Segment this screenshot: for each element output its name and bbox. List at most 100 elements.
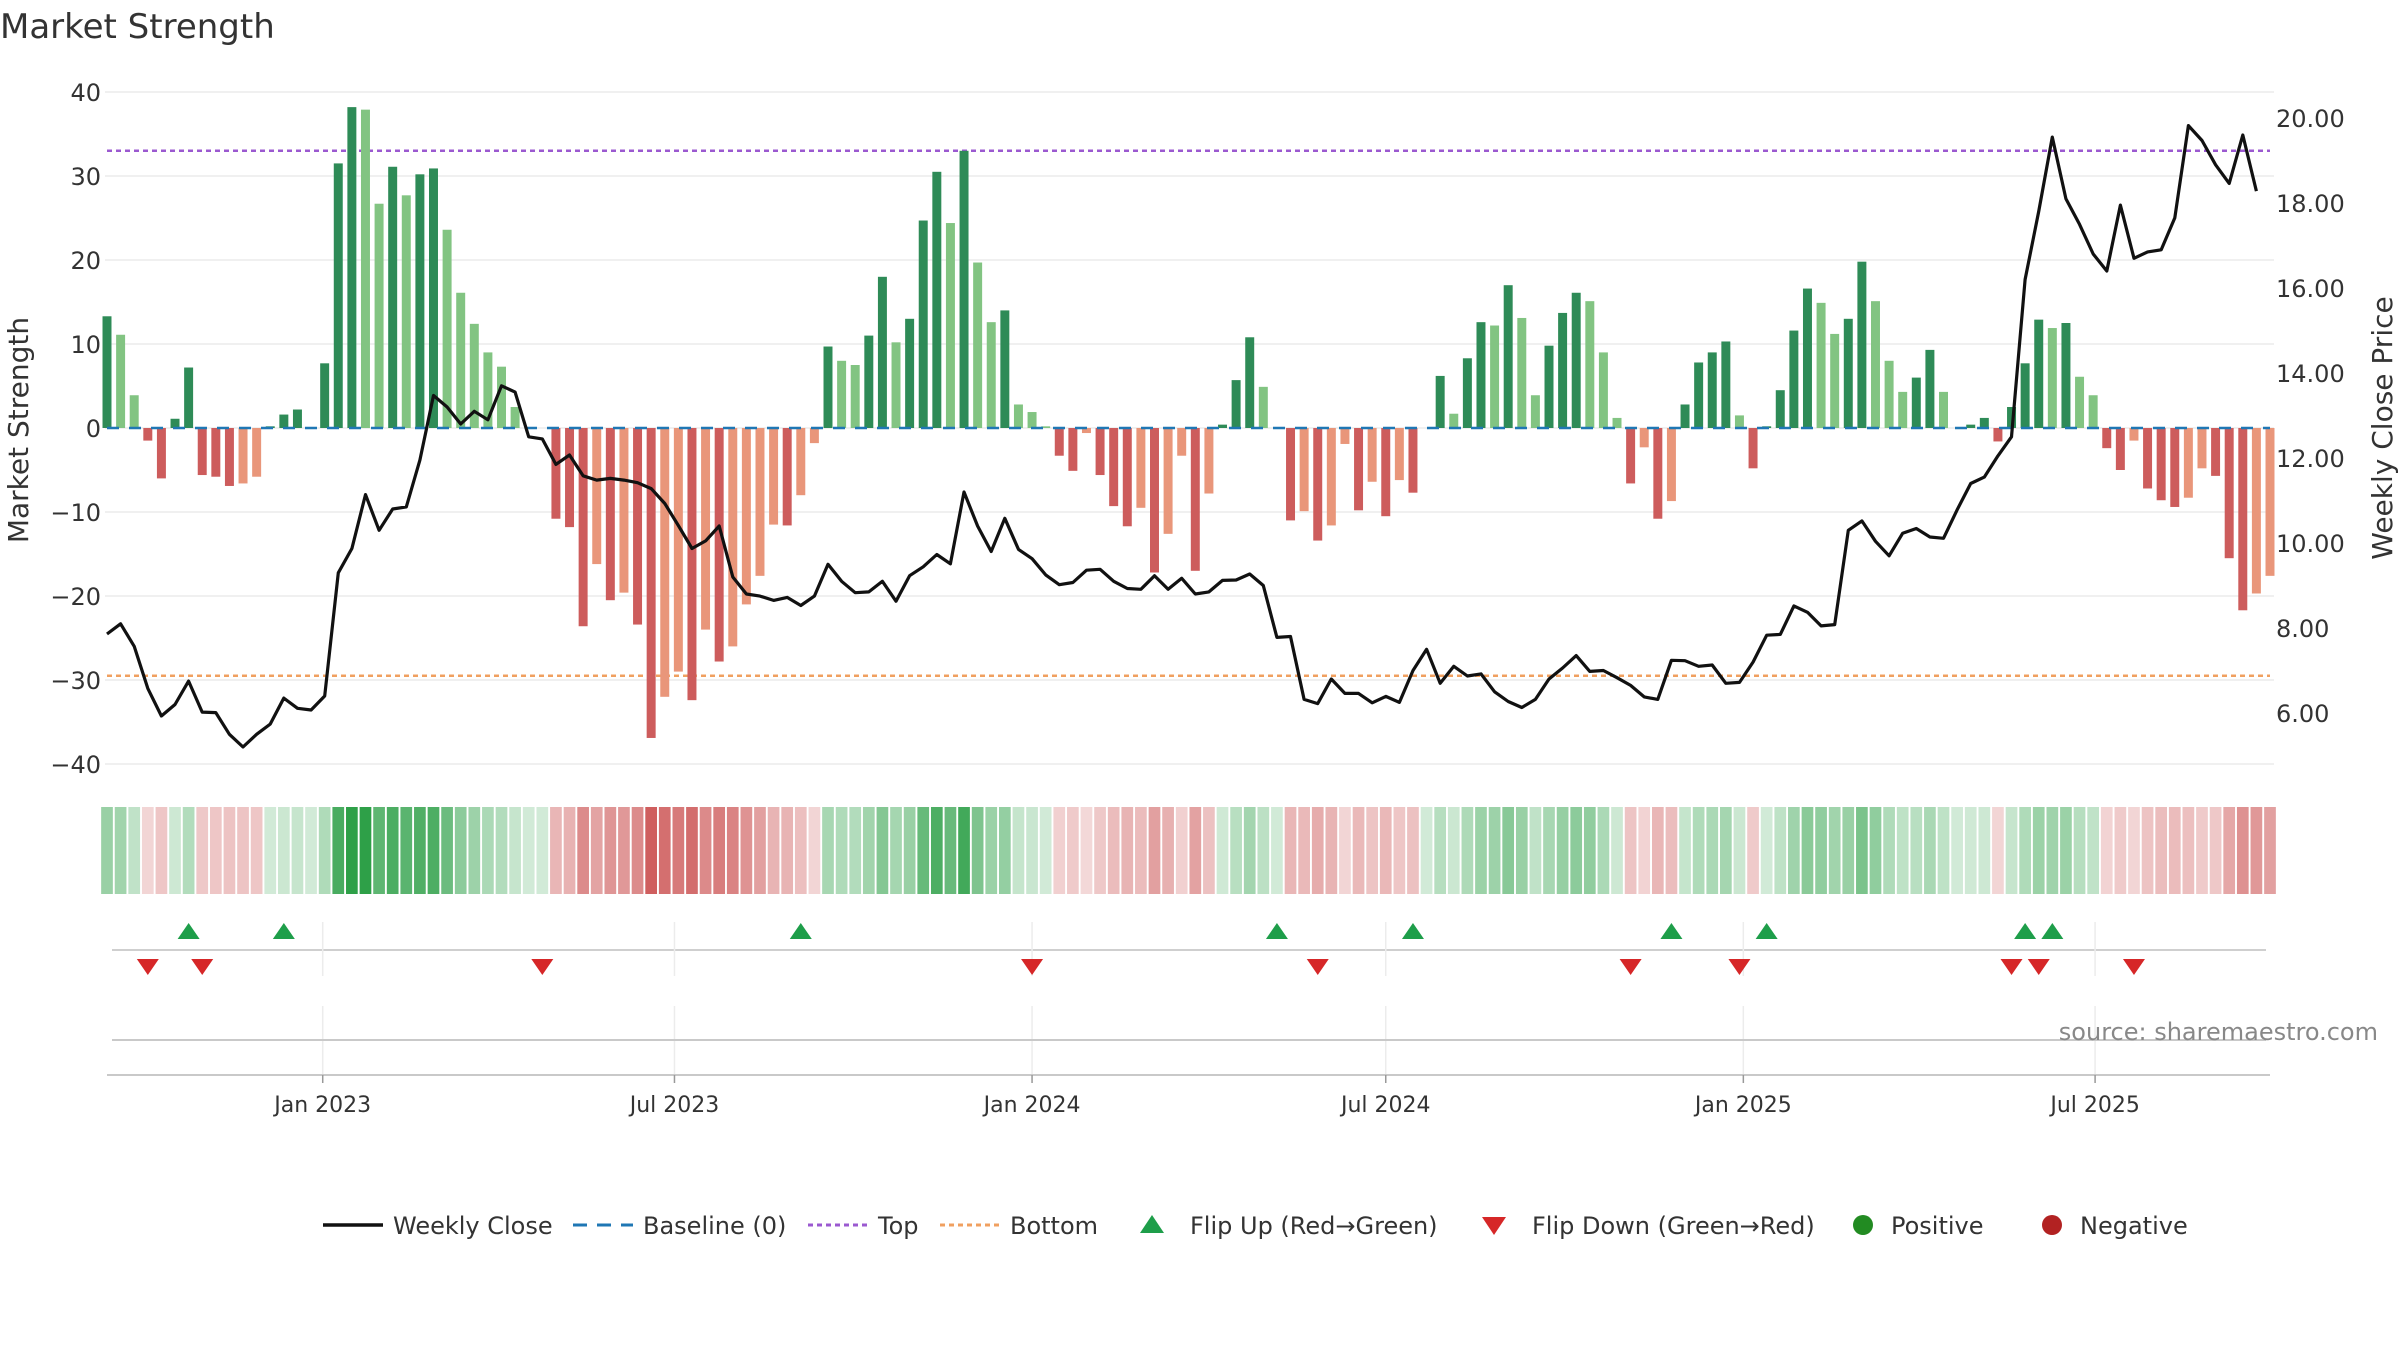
strength-bar xyxy=(415,174,425,428)
flip-up-marker xyxy=(272,923,295,939)
strength-bar xyxy=(1231,380,1241,428)
heat-strip-cell xyxy=(2168,807,2181,894)
strength-bar xyxy=(714,428,724,662)
strength-bar xyxy=(837,360,847,428)
heat-strip-cell xyxy=(781,807,794,894)
strength-bar xyxy=(809,428,819,444)
y-tick-right: 18.00 xyxy=(2276,190,2345,218)
heat-strip-cell xyxy=(1216,807,1229,894)
heat-strip-cell xyxy=(1407,807,1419,894)
heat-strip-cell xyxy=(1910,807,1923,894)
heat-strip-cell xyxy=(1828,807,1841,894)
heat-strip-cell xyxy=(890,807,902,894)
heat-strip-cell xyxy=(1339,807,1351,894)
heat-strip-cell xyxy=(400,807,413,894)
flip-down-marker xyxy=(1021,959,1044,975)
heat-strip-cell xyxy=(1094,807,1106,894)
strength-bar xyxy=(2020,363,2030,428)
strength-bar xyxy=(211,428,221,477)
heat-strip-cell xyxy=(128,807,141,894)
x-tick-label: Jul 2023 xyxy=(628,1093,720,1118)
heat-strip-cell xyxy=(2100,807,2113,894)
heat-strip-cell xyxy=(1719,807,1732,894)
heat-strip-cell xyxy=(1964,807,1977,894)
strength-bar xyxy=(986,322,996,428)
heat-strip-cell xyxy=(427,807,440,894)
heat-strip-cell xyxy=(2005,807,2018,894)
heat-strip-cell xyxy=(767,807,780,894)
legend-label: Positive xyxy=(1891,1212,1984,1240)
strength-bar xyxy=(1558,312,1568,428)
strength-bar xyxy=(2265,428,2275,576)
strength-bar xyxy=(2251,428,2261,594)
heat-strip-cell xyxy=(2155,807,2168,894)
heat-strip-cell xyxy=(1611,807,1623,894)
heat-strip-cell xyxy=(1039,807,1052,894)
strength-bar xyxy=(1136,428,1146,508)
strength-bar xyxy=(973,262,983,428)
strength-bar xyxy=(184,367,194,428)
strength-bar xyxy=(1041,426,1051,428)
heat-strip-cell xyxy=(1665,807,1678,894)
heat-strip-cell xyxy=(277,807,290,894)
heat-strip-cell xyxy=(1053,807,1066,894)
strength-bar xyxy=(1925,349,1935,428)
heat-strip-cell xyxy=(2073,807,2086,894)
heat-strip-cell xyxy=(1203,807,1215,894)
strength-bar xyxy=(1966,424,1976,428)
strength-bar xyxy=(238,428,248,484)
strength-bar xyxy=(701,428,711,630)
heat-strip-cell xyxy=(2182,807,2195,894)
strength-bar xyxy=(619,428,629,593)
strength-bar xyxy=(891,342,901,428)
heat-strip-cell xyxy=(985,807,998,894)
y-tick-left: 30 xyxy=(70,163,101,191)
heat-strip-cell xyxy=(590,807,603,894)
strength-bar xyxy=(1150,428,1159,573)
strength-bar xyxy=(469,323,479,428)
heat-strip-cell xyxy=(209,807,222,894)
heat-strip-cell xyxy=(1311,807,1324,894)
strength-bar xyxy=(2075,376,2085,428)
flip-down-marker xyxy=(136,959,159,975)
heat-strip-cell xyxy=(740,807,753,894)
flip-up-marker xyxy=(1401,923,1424,939)
strength-bar xyxy=(197,428,207,476)
strength-bar xyxy=(1054,428,1064,456)
heat-strip-cell xyxy=(414,807,426,894)
flip-up-marker xyxy=(1265,923,1288,939)
heat-strip-cell xyxy=(577,807,589,894)
flip-down-marker xyxy=(2122,959,2145,975)
strength-bar xyxy=(1177,428,1187,456)
heat-strip-cell xyxy=(1488,807,1501,894)
heat-strip-cell xyxy=(1556,807,1569,894)
heat-strip-cell xyxy=(1529,807,1542,894)
heat-strip-cell xyxy=(454,807,467,894)
heat-strip-cell xyxy=(686,807,698,894)
strength-bar xyxy=(456,292,466,428)
heat-strip-cell xyxy=(1135,807,1147,894)
heat-strip-cell xyxy=(196,807,209,894)
heat-strip-cell xyxy=(223,807,236,894)
strength-bar xyxy=(741,428,751,605)
y-tick-left: −40 xyxy=(50,751,101,779)
heat-strip-cell xyxy=(1747,807,1759,894)
strength-bar xyxy=(755,428,765,576)
legend-swatch-triangle-up xyxy=(1140,1215,1164,1233)
heat-strip-cell xyxy=(754,807,766,894)
y-tick-left: 0 xyxy=(86,415,101,443)
legend-item-dot: Bottom xyxy=(940,1212,1098,1240)
heat-strip-cell xyxy=(1679,807,1691,894)
strength-bar xyxy=(1027,412,1037,428)
strength-bar xyxy=(347,107,357,429)
heat-strip-cell xyxy=(672,807,685,894)
heat-strip-cell xyxy=(291,807,304,894)
strength-bar xyxy=(1830,333,1840,428)
strength-bar xyxy=(129,395,139,428)
heat-strip-cell xyxy=(1706,807,1719,894)
strength-bar xyxy=(660,428,670,697)
strength-bar xyxy=(796,428,806,496)
strength-bar xyxy=(1258,386,1268,428)
heat-strip-cell xyxy=(468,807,481,894)
